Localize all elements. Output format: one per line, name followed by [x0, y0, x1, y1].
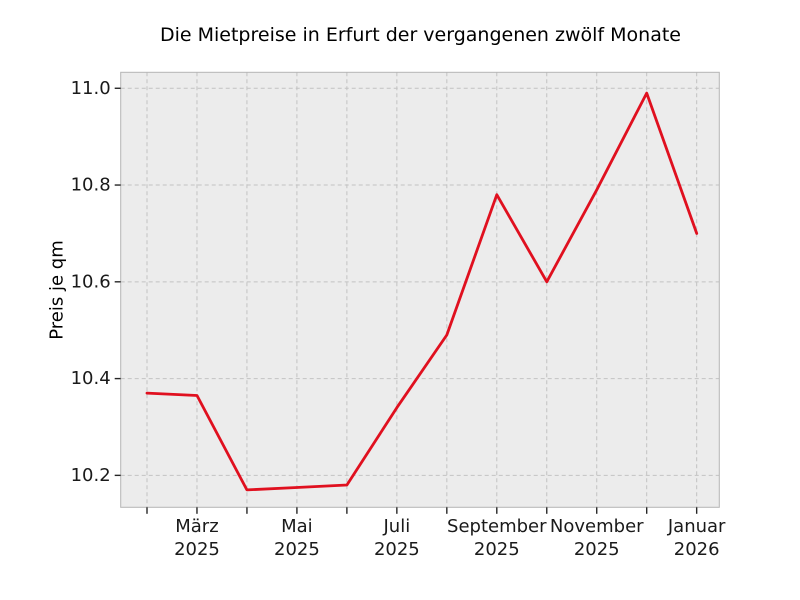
x-tick-label-year: 2025	[374, 539, 420, 560]
y-tick-label: 10.4	[71, 368, 111, 389]
y-tick-label: 10.6	[71, 271, 111, 292]
x-tick-label-month: Juli	[382, 516, 410, 537]
plot-border	[120, 71, 720, 508]
x-tick-label-month: November	[550, 516, 644, 537]
x-tick-label-year: 2025	[174, 539, 220, 560]
y-tick-label: 11.0	[71, 78, 111, 99]
x-tick-label-month: März	[175, 516, 218, 537]
x-tick-label-year: 2026	[674, 539, 720, 560]
price-line	[145, 91, 699, 492]
chart-title: Die Mietpreise in Erfurt der vergangenen…	[159, 24, 681, 46]
y-tick-label: 10.8	[71, 175, 111, 196]
plot-area	[120, 72, 720, 508]
x-tick-label-month: Mai	[281, 516, 313, 537]
y-tick-label: 10.2	[71, 465, 111, 486]
x-tick-label-year: 2025	[574, 539, 620, 560]
x-tick-label-month: Januar	[667, 516, 726, 537]
x-tick-label-month: September	[447, 516, 547, 537]
x-tick-label-year: 2025	[274, 539, 320, 560]
x-tick-label-year: 2025	[474, 539, 520, 560]
